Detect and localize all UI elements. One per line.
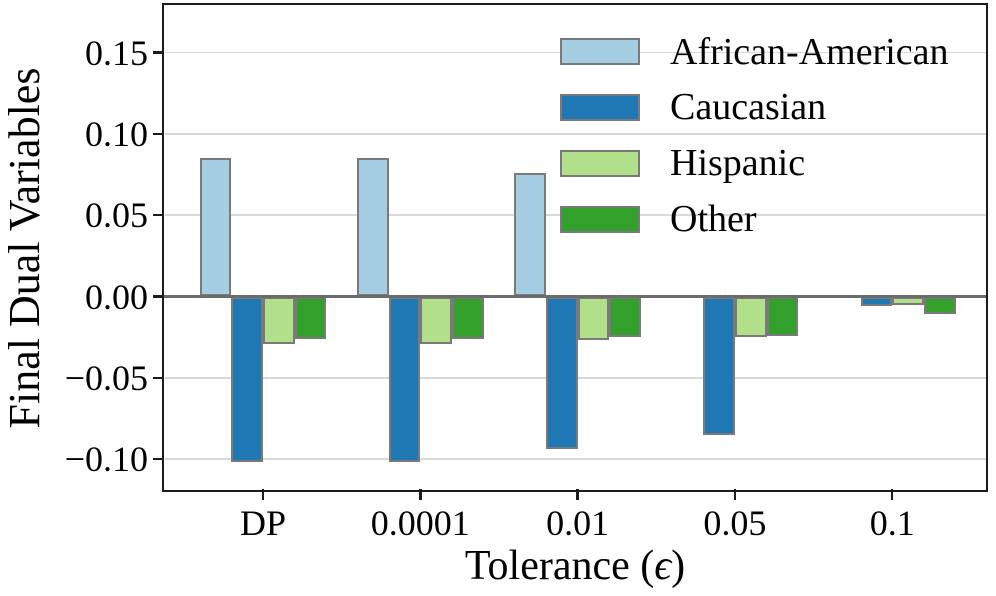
legend-item: African-American — [560, 32, 949, 72]
x-tick-label: 0.01 — [546, 503, 610, 543]
x-axis-label: Tolerance (ϵ) — [162, 543, 988, 589]
legend-swatch-other — [560, 205, 640, 233]
x-tick-mark — [261, 489, 265, 500]
y-tick-label: −0.10 — [64, 439, 148, 480]
legend-item: Hispanic — [560, 143, 805, 183]
bar-other-DP — [294, 296, 327, 339]
bar-hispanic-0.01 — [577, 296, 610, 341]
bar-african-american-0.01 — [514, 172, 546, 297]
bar-other-0.05 — [766, 296, 799, 336]
y-tick-mark — [153, 376, 164, 380]
x-tick-label: 0.1 — [869, 503, 915, 543]
legend-item: Caucasian — [560, 87, 826, 127]
bar-hispanic-0.05 — [734, 296, 767, 338]
x-tick-mark — [733, 489, 737, 500]
legend-label: African-American — [670, 30, 949, 73]
y-tick-label: 0.15 — [85, 32, 148, 73]
epsilon-symbol: ϵ — [654, 543, 672, 589]
gridline — [164, 458, 986, 460]
legend-swatch-caucasian — [560, 93, 640, 121]
y-tick-mark — [153, 457, 164, 461]
y-tick-label: 0.10 — [85, 113, 148, 154]
y-tick-mark — [153, 51, 164, 54]
bar-caucasian-0.01 — [545, 296, 578, 450]
y-tick-mark — [153, 213, 164, 217]
x-tick-mark — [890, 489, 894, 500]
y-tick-label: 0.00 — [85, 276, 148, 317]
bar-african-american-0.0001 — [356, 158, 389, 297]
y-tick-label: 0.05 — [85, 195, 148, 236]
y-tick-mark — [153, 295, 164, 298]
legend-label: Caucasian — [670, 86, 827, 129]
bar-other-0.1 — [923, 296, 956, 315]
legend-item: Other — [560, 199, 757, 239]
y-tick-mark — [153, 132, 164, 136]
gridline — [164, 133, 986, 135]
legend-swatch-african-american — [560, 38, 640, 65]
bar-hispanic-0.0001 — [420, 296, 452, 344]
bar-hispanic-DP — [263, 296, 295, 344]
legend-label: Other — [670, 198, 757, 241]
x-tick-label: 0.0001 — [370, 503, 470, 543]
x-axis-label-text: Tolerance ( — [464, 543, 655, 589]
bar-other-0.0001 — [452, 296, 484, 339]
zero-baseline — [162, 294, 988, 299]
bar-caucasian-0.0001 — [388, 296, 421, 463]
y-tick-label: −0.05 — [64, 357, 148, 398]
x-tick-mark — [576, 489, 579, 500]
x-tick-label: 0.05 — [703, 503, 767, 543]
x-tick-label: DP — [239, 503, 287, 543]
bar-caucasian-DP — [231, 296, 263, 463]
legend-label: Hispanic — [670, 142, 806, 185]
bar-african-american-DP — [199, 158, 232, 297]
bar-caucasian-0.05 — [703, 296, 735, 435]
x-tick-mark — [419, 489, 422, 500]
legend-swatch-hispanic — [560, 149, 640, 177]
bar-other-0.01 — [609, 296, 641, 338]
x-axis-label-close: ) — [671, 543, 686, 589]
